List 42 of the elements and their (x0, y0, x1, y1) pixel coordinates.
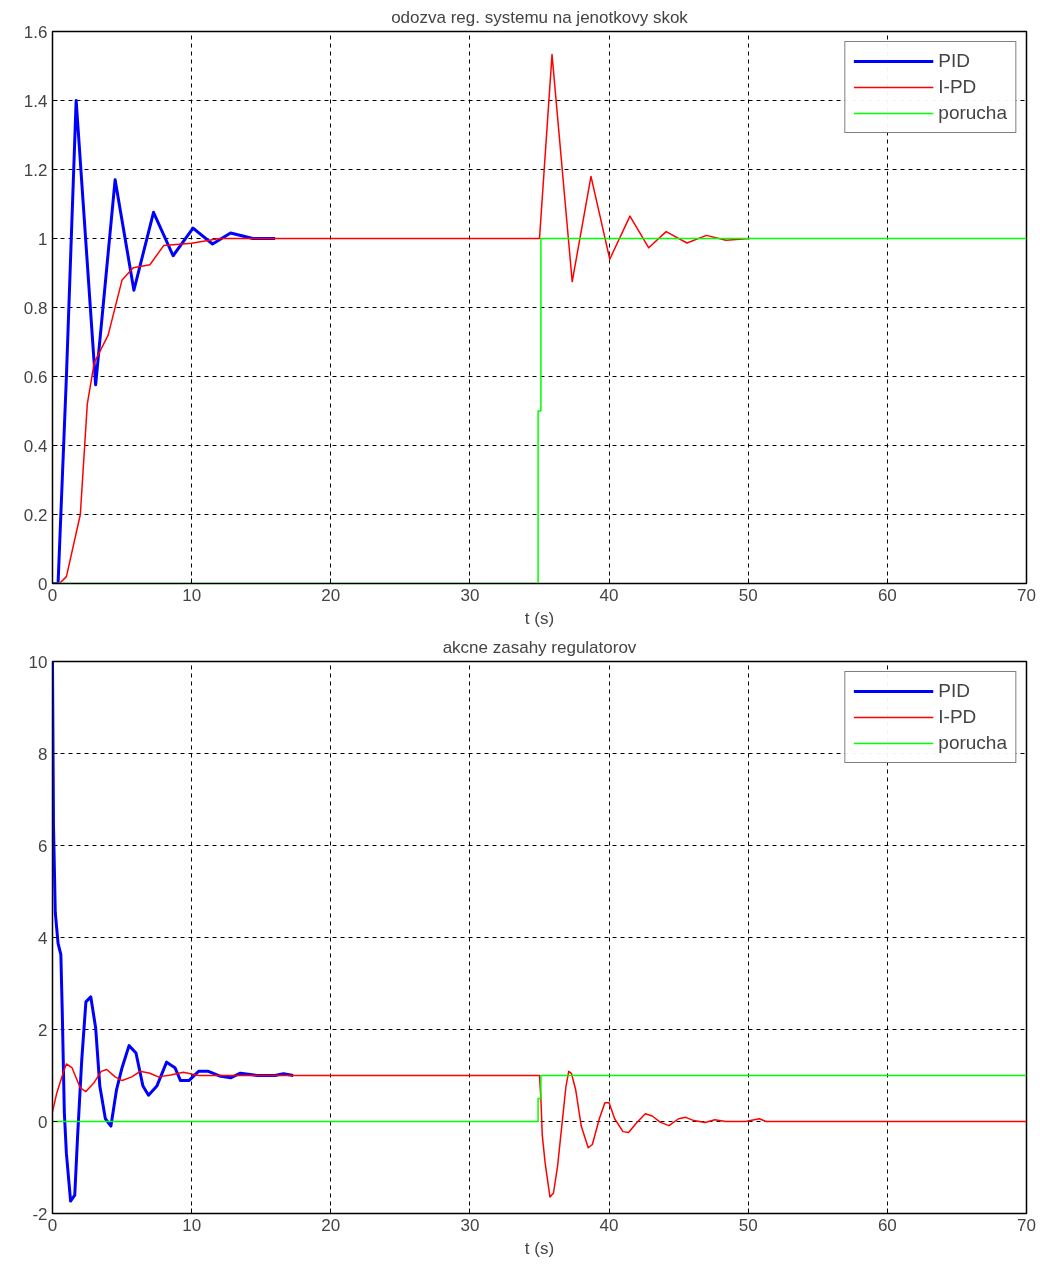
x-tick-label: 30 (460, 585, 480, 605)
x-tick-label: 60 (877, 1215, 897, 1235)
x-axis-title: t (s) (524, 608, 555, 628)
x-tick-label: 10 (182, 1215, 202, 1235)
y-tick-label: 0.6 (23, 367, 48, 387)
x-tick-label: 10 (182, 585, 202, 605)
x-tick-label: 30 (460, 1215, 480, 1235)
x-tick-label: 20 (321, 1215, 341, 1235)
legend-label: I-PD (938, 706, 977, 728)
y-tick-label: 8 (38, 744, 48, 764)
x-tick-label: 70 (1017, 585, 1036, 605)
x-tick-label: 40 (599, 1215, 619, 1235)
y-tick-label: -2 (32, 1204, 48, 1224)
y-tick-label: 1.6 (23, 22, 48, 42)
x-tick-label: 70 (1017, 1215, 1036, 1235)
y-tick-label: 0 (38, 1112, 48, 1132)
y-tick-label: 0.4 (23, 436, 48, 456)
legend-label: porucha (938, 732, 1007, 754)
x-axis-title: t (s) (524, 1238, 555, 1258)
y-tick-label: 10 (28, 652, 48, 672)
chart-title: akcne zasahy regulatorov (442, 637, 637, 657)
y-tick-label: 6 (38, 836, 48, 856)
legend-label: PID (938, 680, 971, 702)
y-tick-label: 4 (38, 928, 48, 948)
line-series (52, 99, 277, 584)
y-tick-label: 1.2 (23, 160, 48, 180)
legend-label: I-PD (938, 76, 977, 98)
y-tick-label: 1 (38, 229, 48, 249)
x-tick-label: 40 (599, 585, 619, 605)
line-series (52, 1063, 1027, 1198)
legend-label: PID (938, 50, 971, 72)
y-tick-label: 0.8 (23, 298, 48, 318)
y-tick-label: 2 (38, 1020, 48, 1040)
x-tick-label: 50 (738, 585, 758, 605)
x-tick-label: 50 (738, 1215, 758, 1235)
y-tick-label: 1.4 (23, 91, 48, 111)
chart-title: odozva reg. systemu na jenotkovy skok (391, 7, 689, 27)
y-tick-label: 0.2 (23, 505, 48, 525)
x-tick-label: 20 (321, 585, 341, 605)
legend-label: porucha (938, 102, 1007, 124)
line-series (52, 661, 295, 1203)
x-tick-label: 60 (877, 585, 897, 605)
